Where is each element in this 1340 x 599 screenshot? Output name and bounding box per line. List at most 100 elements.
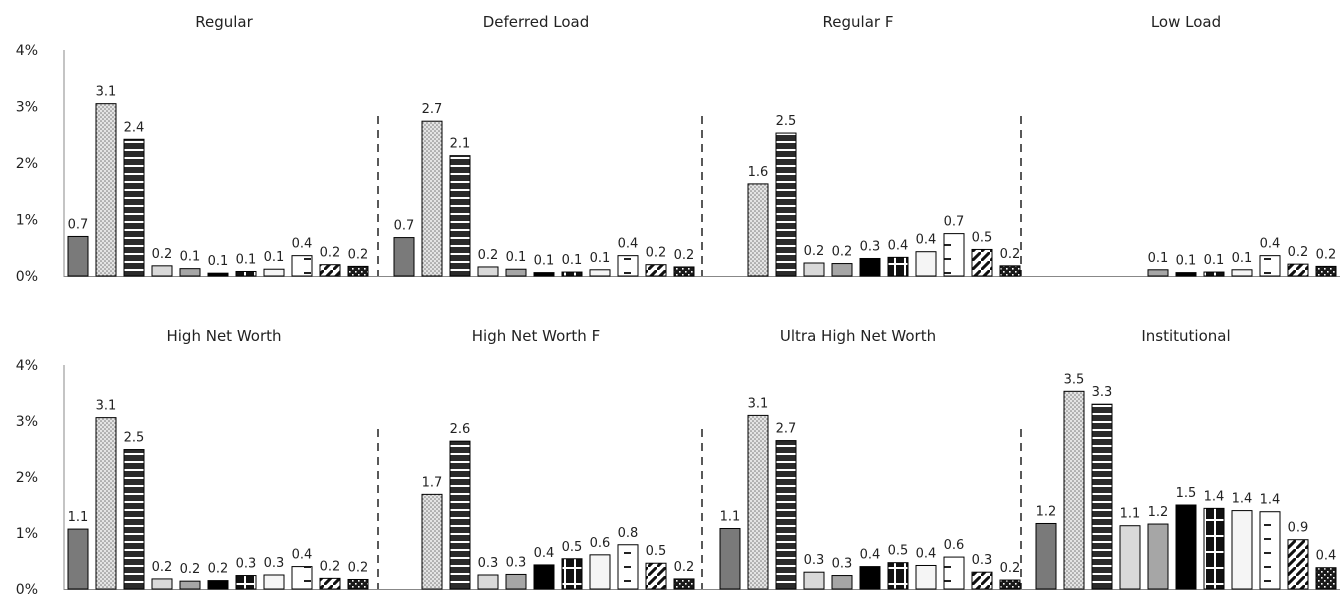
data-label: 0.4 bbox=[888, 238, 909, 253]
bar bbox=[421, 493, 443, 590]
data-label: 0.3 bbox=[236, 557, 257, 572]
bar bbox=[393, 237, 415, 277]
bar bbox=[803, 262, 825, 277]
bar bbox=[747, 414, 769, 590]
data-label: 1.4 bbox=[1232, 492, 1253, 507]
data-label: 0.9 bbox=[1288, 521, 1309, 536]
bar bbox=[673, 266, 695, 277]
data-label: 0.1 bbox=[506, 250, 527, 265]
bar bbox=[943, 556, 965, 590]
data-label: 0.4 bbox=[618, 237, 639, 252]
data-label: 2.7 bbox=[776, 422, 797, 437]
y-tick-label: 0% bbox=[16, 582, 38, 594]
panel-title: High Net Worth bbox=[166, 327, 281, 345]
data-label: 2.5 bbox=[776, 114, 797, 129]
data-label: 0.4 bbox=[292, 237, 313, 252]
data-label: 0.2 bbox=[804, 244, 825, 259]
data-label: 0.4 bbox=[534, 546, 555, 561]
data-label: 0.2 bbox=[348, 247, 369, 262]
data-label: 0.2 bbox=[348, 560, 369, 575]
data-label: 0.1 bbox=[236, 252, 257, 267]
data-label: 0.3 bbox=[264, 556, 285, 571]
data-label: 0.5 bbox=[972, 230, 993, 245]
bar bbox=[347, 265, 369, 277]
y-tick-label: 2% bbox=[16, 470, 38, 486]
bar bbox=[887, 256, 909, 277]
bar bbox=[1315, 567, 1337, 590]
data-label: 0.5 bbox=[888, 544, 909, 559]
bar bbox=[207, 580, 229, 590]
bar bbox=[291, 255, 313, 277]
bar bbox=[477, 266, 499, 277]
bar bbox=[1259, 511, 1281, 590]
data-label: 0.4 bbox=[1260, 237, 1281, 252]
data-label: 2.6 bbox=[450, 422, 471, 437]
bar bbox=[263, 574, 285, 590]
bar bbox=[1175, 504, 1197, 590]
panel-title: Low Load bbox=[1151, 13, 1221, 31]
bar bbox=[887, 562, 909, 590]
data-label: 2.1 bbox=[450, 137, 471, 152]
bar bbox=[617, 255, 639, 277]
data-label: 0.1 bbox=[590, 251, 611, 266]
data-label: 0.1 bbox=[208, 254, 229, 269]
data-label: 0.2 bbox=[1316, 247, 1337, 262]
data-label: 0.3 bbox=[804, 553, 825, 568]
bar bbox=[449, 440, 471, 590]
bar bbox=[971, 248, 993, 277]
bar bbox=[719, 528, 741, 590]
data-label: 0.3 bbox=[506, 555, 527, 570]
bar bbox=[319, 577, 341, 590]
data-label: 1.2 bbox=[1148, 505, 1169, 520]
data-label: 0.2 bbox=[320, 559, 341, 574]
data-label: 1.1 bbox=[1120, 507, 1141, 522]
bar bbox=[151, 265, 173, 277]
panel-title: Institutional bbox=[1141, 327, 1230, 345]
bar bbox=[1259, 255, 1281, 277]
panel-title: Regular F bbox=[823, 13, 894, 31]
data-label: 3.1 bbox=[748, 396, 769, 411]
data-label: 0.8 bbox=[618, 526, 639, 541]
data-label: 0.7 bbox=[68, 217, 89, 232]
panel-title: Ultra High Net Worth bbox=[780, 327, 936, 345]
data-label: 0.2 bbox=[180, 562, 201, 577]
data-label: 0.1 bbox=[1232, 251, 1253, 266]
data-label: 0.1 bbox=[534, 254, 555, 269]
data-label: 1.2 bbox=[1036, 504, 1057, 519]
bar bbox=[999, 265, 1021, 277]
data-label: 3.5 bbox=[1064, 372, 1085, 387]
data-label: 0.6 bbox=[590, 536, 611, 551]
bar bbox=[421, 120, 443, 277]
bar bbox=[67, 235, 89, 277]
bar bbox=[1147, 523, 1169, 590]
data-label: 0.1 bbox=[180, 250, 201, 265]
bar bbox=[319, 264, 341, 277]
bar bbox=[533, 564, 555, 590]
bar bbox=[1063, 390, 1085, 590]
data-label: 0.3 bbox=[478, 556, 499, 571]
data-label: 1.1 bbox=[68, 510, 89, 525]
data-label: 0.2 bbox=[832, 245, 853, 260]
data-label: 0.3 bbox=[832, 557, 853, 572]
bar bbox=[645, 264, 667, 277]
data-label: 0.1 bbox=[1204, 253, 1225, 268]
data-label: 0.1 bbox=[1148, 251, 1169, 266]
data-label: 1.1 bbox=[720, 510, 741, 525]
data-label: 0.2 bbox=[478, 248, 499, 263]
bar bbox=[915, 564, 937, 590]
data-label: 0.2 bbox=[1288, 245, 1309, 260]
bar bbox=[775, 132, 797, 277]
data-label: 0.4 bbox=[1316, 549, 1337, 564]
y-tick-label: 1% bbox=[16, 213, 38, 229]
panel-title: Deferred Load bbox=[483, 13, 590, 31]
bar bbox=[151, 578, 173, 590]
data-label: 0.2 bbox=[1000, 247, 1021, 262]
data-label: 3.3 bbox=[1092, 385, 1113, 400]
bar bbox=[95, 417, 117, 590]
data-label: 0.3 bbox=[860, 239, 881, 254]
data-label: 0.3 bbox=[972, 553, 993, 568]
data-label: 1.5 bbox=[1176, 486, 1197, 501]
bar bbox=[1035, 522, 1057, 590]
